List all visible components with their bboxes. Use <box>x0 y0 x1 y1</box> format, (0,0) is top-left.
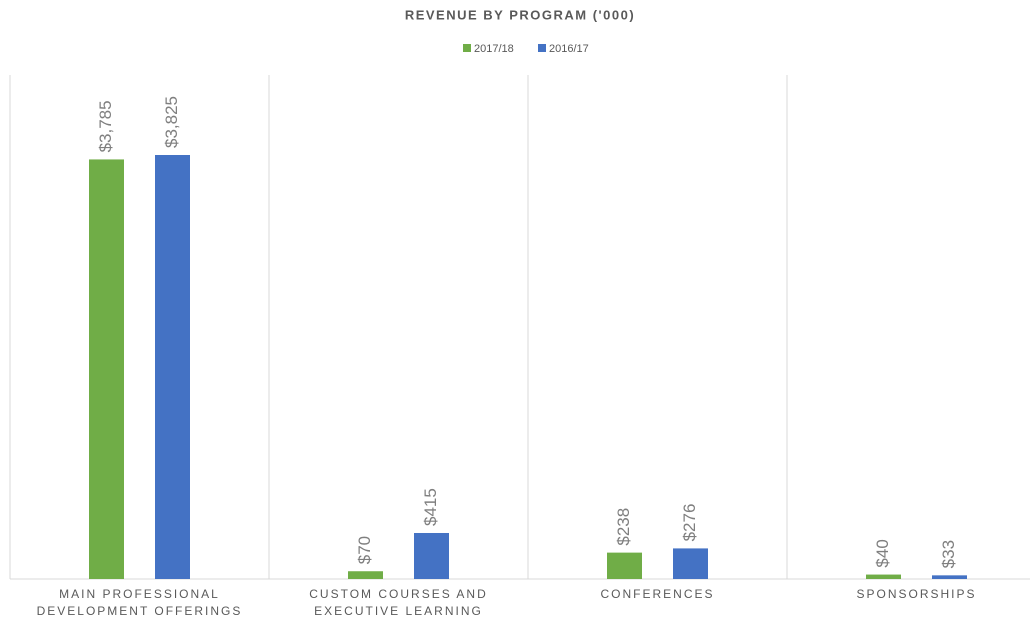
data-label: $3,825 <box>162 96 181 148</box>
data-label: $40 <box>873 539 892 567</box>
bar <box>155 155 190 579</box>
x-tick-label: CONFERENCES <box>600 587 715 601</box>
legend-swatch <box>463 44 471 52</box>
legend-label: 2016/17 <box>549 43 589 55</box>
bar <box>414 532 449 579</box>
data-label: $238 <box>614 508 633 546</box>
bar <box>866 574 901 579</box>
bar <box>89 159 124 579</box>
bar <box>673 548 708 579</box>
bar <box>348 571 383 579</box>
chart-title: REVENUE BY PROGRAM ('000) <box>405 7 635 22</box>
bar <box>932 575 967 579</box>
bar <box>607 552 642 579</box>
legend-label: 2017/18 <box>474 43 514 55</box>
legend-swatch <box>538 44 546 52</box>
x-tick-label: CUSTOM COURSES AND EXECUTIVE LEARNING <box>309 587 488 618</box>
data-label: $276 <box>680 504 699 542</box>
data-label: $70 <box>355 536 374 564</box>
x-tick-label: MAIN PROFESSIONAL DEVELOPMENT OFFERINGS <box>36 587 243 618</box>
data-label: $415 <box>421 488 440 526</box>
data-label: $33 <box>939 540 958 568</box>
data-label: $3,785 <box>96 100 115 152</box>
x-tick-label: SPONSORSHIPS <box>856 587 977 601</box>
